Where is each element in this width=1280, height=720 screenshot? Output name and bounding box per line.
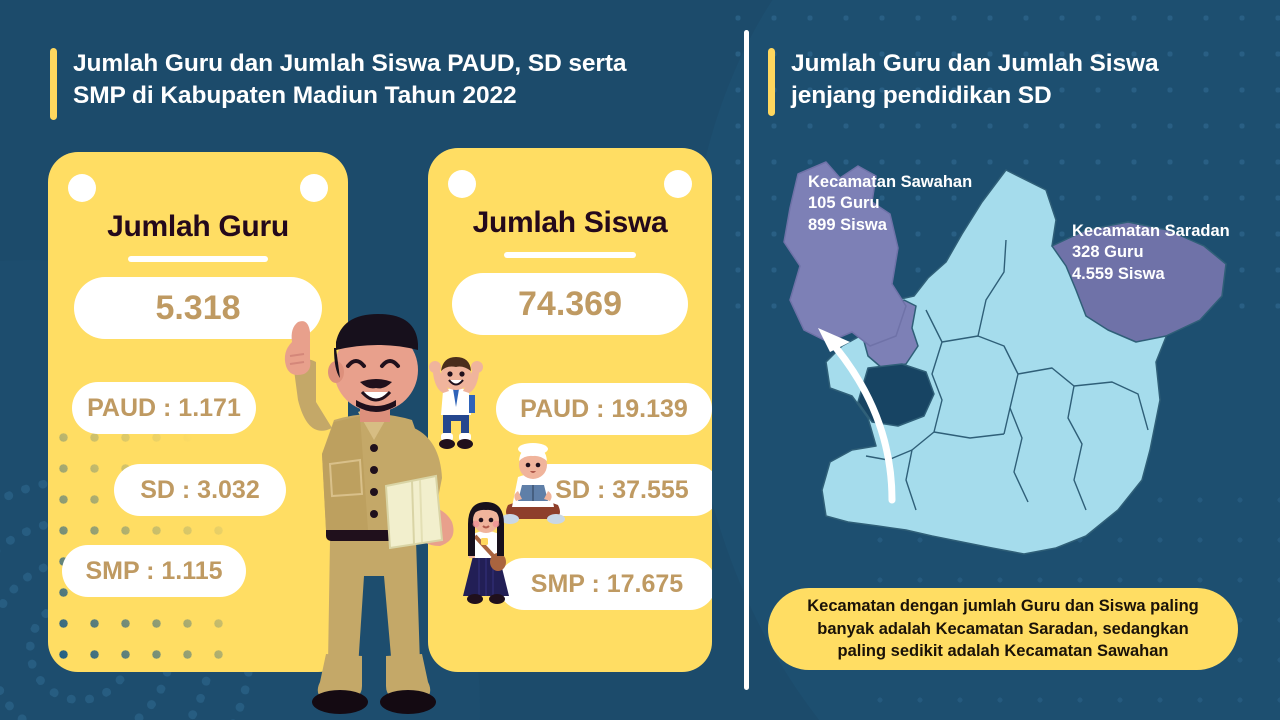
card-hole-right-icon <box>300 174 328 202</box>
map-summary-note: Kecamatan dengan jumlah Guru dan Siswa p… <box>768 588 1238 670</box>
map-label-sawahan-guru: 105 Guru <box>808 194 880 213</box>
card-siswa-heading: Jumlah Siswa <box>472 206 668 239</box>
right-panel-title: Jumlah Guru dan Jumlah Siswa jenjang pen… <box>768 48 1238 116</box>
card-heading-underline <box>128 256 268 262</box>
map-label-saradan-guru: 328 Guru <box>1072 243 1144 262</box>
teacher-illustration-icon <box>284 314 454 714</box>
right-panel-title-text: Jumlah Guru dan Jumlah Siswa jenjang pen… <box>791 50 1159 110</box>
map-label-saradan-name: Kecamatan Saradan <box>1072 222 1230 240</box>
stat-card-guru: Jumlah Guru 5.318 PAUD : 1.171 SD : 3.03… <box>48 152 348 672</box>
left-panel-title-text: Jumlah Guru dan Jumlah Siswa PAUD, SD se… <box>73 50 627 110</box>
card-heading-underline <box>504 252 636 258</box>
kabupaten-madiun-map <box>783 161 1227 555</box>
panel-divider <box>744 30 749 690</box>
card-siswa-row-smp: SMP : 17.675 <box>498 558 712 610</box>
title-accent-bar <box>768 48 775 116</box>
card-guru-row-smp: SMP : 1.115 <box>62 545 246 597</box>
card-hole-left-icon <box>68 174 96 202</box>
card-siswa-row-paud: PAUD : 19.139 <box>496 383 712 435</box>
stat-card-siswa: Jumlah Siswa 74.369 PAUD : 19.139 SD : 3… <box>428 148 712 672</box>
card-guru-row-sd: SD : 3.032 <box>114 464 286 516</box>
card-guru-total: 5.318 <box>74 277 322 339</box>
map-region-saradan <box>1051 221 1227 343</box>
card-hole-left-icon <box>448 170 476 198</box>
map-label-sawahan-name: Kecamatan Sawahan <box>808 173 973 191</box>
map-label-sawahan-siswa: 899 Siswa <box>808 215 887 234</box>
title-accent-bar <box>50 48 57 120</box>
student-girl-illustration-icon <box>463 502 509 604</box>
map-inset-sawahan <box>783 161 907 347</box>
card-siswa-total: 74.369 <box>452 273 688 335</box>
map-callout-arrow-icon <box>818 328 896 504</box>
student-boy-illustration-icon <box>429 357 483 449</box>
card-guru-heading: Jumlah Guru <box>107 210 289 243</box>
map-label-saradan: Kecamatan Saradan 328 Guru 4.559 Siswa <box>1072 221 1230 285</box>
map-label-saradan-siswa: 4.559 Siswa <box>1072 264 1165 283</box>
card-hole-right-icon <box>664 170 692 198</box>
card-guru-row-paud: PAUD : 1.171 <box>72 382 256 434</box>
student-sitting-illustration-icon <box>501 443 565 524</box>
left-panel-title: Jumlah Guru dan Jumlah Siswa PAUD, SD se… <box>50 48 710 120</box>
map-label-sawahan: Kecamatan Sawahan 105 Guru 899 Siswa <box>808 172 972 236</box>
